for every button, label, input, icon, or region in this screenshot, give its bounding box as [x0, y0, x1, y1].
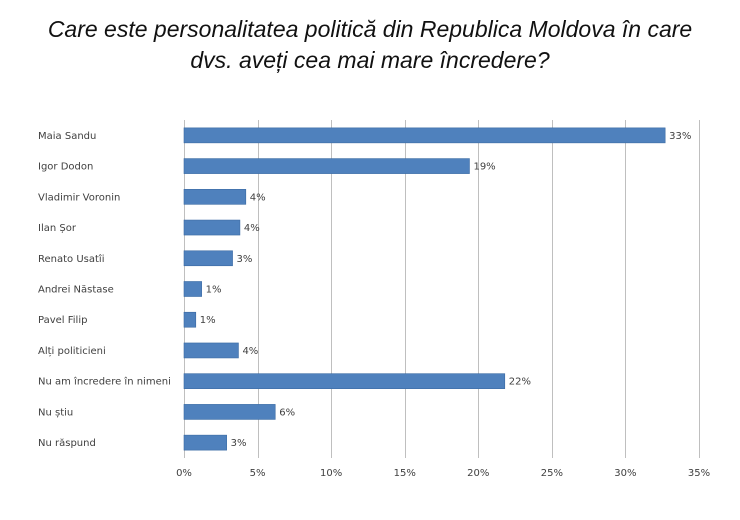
bar — [183, 281, 202, 297]
x-tick-label: 15% — [394, 468, 416, 479]
gridlines — [184, 120, 700, 458]
category-labels: Maia Sandu Igor Dodon Vladimir Voronin Ilan… — [38, 131, 171, 449]
category-label: Maia Sandu — [38, 131, 96, 142]
x-tick-label: 35% — [688, 468, 710, 479]
category-label: Pavel Filip — [38, 315, 87, 326]
category-label: Alți politicieni — [38, 346, 106, 357]
category-label: Ilan Șor — [38, 223, 77, 234]
data-label: 33% — [669, 131, 691, 142]
x-tick-label: 30% — [614, 468, 636, 479]
category-label: Renato Usatîi — [38, 253, 104, 265]
category-label: Vladimir Voronin — [38, 192, 120, 203]
data-label: 22% — [509, 377, 531, 388]
x-tick-label: 5% — [250, 468, 266, 479]
bar — [183, 158, 470, 174]
data-label: 3% — [237, 254, 253, 265]
bar — [183, 250, 233, 267]
bar — [183, 404, 276, 420]
bar — [183, 434, 227, 451]
x-tick-label: 0% — [176, 468, 192, 479]
bars — [183, 127, 666, 451]
data-label: 4% — [250, 192, 266, 203]
x-tick-label: 20% — [467, 468, 489, 479]
bar — [183, 189, 247, 205]
x-axis-tick-labels: 0% 5% 10% 15% 20% 25% 30% 35% — [176, 468, 710, 479]
data-label: 6% — [279, 407, 295, 418]
category-label: Nu am încredere în nimeni — [38, 376, 171, 388]
bar — [183, 219, 241, 236]
data-label: 3% — [231, 438, 247, 449]
category-label: Nu răspund — [38, 438, 96, 449]
data-label: 1% — [206, 285, 222, 296]
category-label: Nu știu — [38, 407, 73, 418]
data-label: 1% — [200, 315, 216, 326]
bar — [183, 373, 506, 389]
x-tick-label: 25% — [541, 468, 563, 479]
data-label: 4% — [242, 346, 258, 357]
chart-title: Care este personalitatea politică din Re… — [0, 14, 740, 76]
data-labels: 33% 19% 4% 4% 3% 1% 1% 4% 22% 6% 3% — [200, 131, 692, 449]
bar — [183, 311, 197, 328]
category-label: Igor Dodon — [38, 162, 93, 173]
category-label: Andrei Năstase — [38, 285, 114, 296]
bar — [183, 342, 239, 359]
data-label: 4% — [244, 223, 260, 234]
x-tick-label: 10% — [320, 468, 342, 479]
chart-title-line-2: dvs. aveți cea mai mare încredere? — [190, 47, 550, 73]
chart-title-line-1: Care este personalitatea politică din Re… — [47, 16, 693, 42]
data-label: 19% — [473, 162, 495, 173]
bar — [183, 127, 666, 144]
